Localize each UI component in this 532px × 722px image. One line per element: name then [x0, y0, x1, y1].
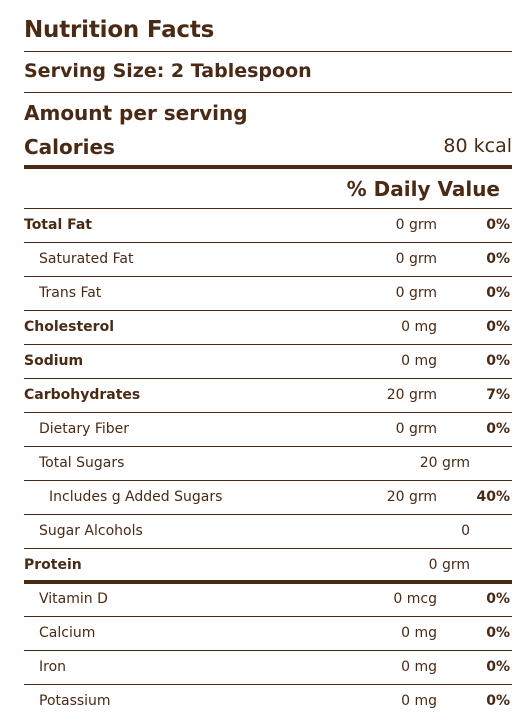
nutrient-percent: 0% [486, 251, 510, 267]
nutrient-percent: 0% [486, 353, 510, 369]
nutrient-row-trans-fat: Trans Fat 0 grm 0% [24, 277, 512, 311]
nutrient-name: Sodium [24, 353, 83, 369]
divider [24, 51, 512, 52]
daily-value-header: % Daily Value [347, 177, 500, 201]
nutrient-amount: 0 grm [396, 217, 437, 233]
nutrient-row-added-sugars: Includes g Added Sugars 20 grm 40% [24, 481, 512, 515]
row-divider [24, 310, 512, 311]
nutrient-row-saturated-fat: Saturated Fat 0 grm 0% [24, 243, 512, 277]
nutrient-percent: 7% [486, 387, 510, 403]
nutrient-row-sodium: Sodium 0 mg 0% [24, 345, 512, 379]
nutrient-percent: 0% [486, 693, 510, 709]
nutrient-name: Cholesterol [24, 319, 114, 335]
row-divider [24, 684, 512, 685]
nutrient-name: Iron [39, 659, 66, 675]
nutrient-row-cholesterol: Cholesterol 0 mg 0% [24, 311, 512, 345]
nutrient-amount: 0 mg [401, 353, 437, 369]
nutrient-percent: 0% [486, 285, 510, 301]
nutrient-row-calcium: Calcium 0 mg 0% [24, 617, 512, 651]
nutrient-percent: 40% [476, 489, 510, 505]
row-divider [24, 446, 512, 447]
nutrient-name: Includes g Added Sugars [49, 489, 222, 505]
nutrient-name: Saturated Fat [39, 251, 133, 267]
nutrient-amount: 0 [461, 523, 470, 539]
nutrient-name: Protein [24, 557, 82, 573]
row-divider [24, 412, 512, 413]
nutrient-name: Carbohydrates [24, 387, 140, 403]
nutrient-row-protein: Protein 0 grm [24, 549, 512, 583]
nutrient-amount: 0 mg [401, 659, 437, 675]
nutrient-amount: 0 mg [401, 693, 437, 709]
nutrient-amount: 0 grm [396, 421, 437, 437]
calories-value: 80 kcal [443, 135, 512, 157]
nutrient-name: Sugar Alcohols [39, 523, 143, 539]
row-divider [24, 378, 512, 379]
nutrient-percent: 0% [486, 319, 510, 335]
nutrient-amount: 0 mg [401, 319, 437, 335]
nutrient-percent: 0% [486, 217, 510, 233]
nutrient-row-total-sugars: Total Sugars 20 grm [24, 447, 512, 481]
row-divider [24, 276, 512, 277]
nutrient-amount: 20 grm [420, 455, 470, 471]
nutrient-percent: 0% [486, 591, 510, 607]
row-divider [24, 242, 512, 243]
nutrient-name: Total Fat [24, 217, 92, 233]
thick-divider [24, 165, 512, 169]
nutrient-percent: 0% [486, 625, 510, 641]
nutrient-name: Dietary Fiber [39, 421, 129, 437]
serving-size: Serving Size: 2 Tablespoon [24, 60, 312, 82]
calories-label: Calories [24, 135, 115, 159]
divider [24, 92, 512, 93]
amount-per-serving: Amount per serving [24, 101, 248, 125]
nutrient-row-vitamin-d: Vitamin D 0 mcg 0% [24, 583, 512, 617]
nutrient-amount: 0 grm [396, 285, 437, 301]
row-divider [24, 548, 512, 549]
nutrient-percent: 0% [486, 659, 510, 675]
nutrient-row-iron: Iron 0 mg 0% [24, 651, 512, 685]
nutrient-percent: 0% [486, 421, 510, 437]
nutrient-name: Calcium [39, 625, 95, 641]
nutrient-row-dietary-fiber: Dietary Fiber 0 grm 0% [24, 413, 512, 447]
nutrient-row-potassium: Potassium 0 mg 0% [24, 685, 512, 719]
nutrient-amount: 20 grm [387, 489, 437, 505]
row-divider [24, 616, 512, 617]
nutrient-row-carbohydrates: Carbohydrates 20 grm 7% [24, 379, 512, 413]
nutrient-name: Total Sugars [39, 455, 124, 471]
nutrient-amount: 0 grm [429, 557, 470, 573]
row-divider [24, 650, 512, 651]
nutrition-facts-title: Nutrition Facts [24, 17, 214, 43]
nutrient-row-sugar-alcohols: Sugar Alcohols 0 [24, 515, 512, 549]
nutrient-amount: 0 mg [401, 625, 437, 641]
row-divider [24, 580, 512, 584]
nutrient-name: Vitamin D [39, 591, 108, 607]
nutrient-amount: 0 mcg [393, 591, 437, 607]
row-divider [24, 344, 512, 345]
nutrient-row-total-fat: Total Fat 0 grm 0% [24, 209, 512, 243]
row-divider [24, 514, 512, 515]
nutrient-name: Potassium [39, 693, 111, 709]
nutrient-amount: 20 grm [387, 387, 437, 403]
row-divider [24, 480, 512, 481]
nutrient-amount: 0 grm [396, 251, 437, 267]
nutrient-name: Trans Fat [39, 285, 101, 301]
